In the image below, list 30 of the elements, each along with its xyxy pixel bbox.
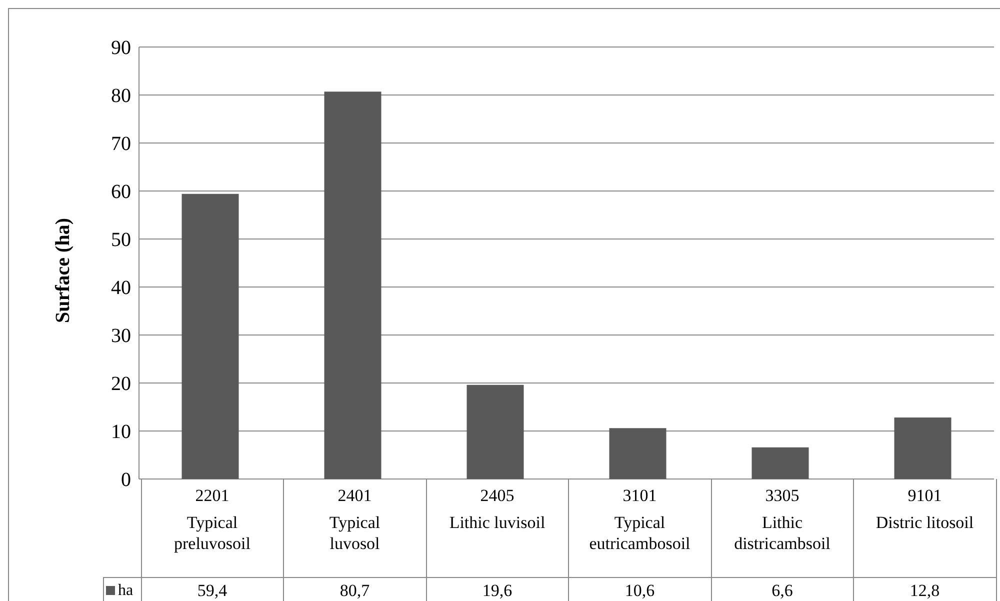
y-tick-label: 80 bbox=[111, 85, 131, 108]
data-label: 12,8 bbox=[854, 578, 996, 601]
y-tick-label: 50 bbox=[111, 229, 131, 252]
y-tick-label: 40 bbox=[111, 277, 131, 300]
data-label: 6,6 bbox=[711, 578, 854, 601]
data-label: 19,6 bbox=[426, 578, 568, 601]
bar bbox=[609, 428, 666, 479]
x-tick-label: 3101 Typical eutricambosoil bbox=[588, 485, 692, 554]
x-tick-label: 2405 Lithic luvisoil bbox=[448, 485, 546, 533]
y-tick-label: 20 bbox=[111, 373, 131, 396]
bar bbox=[324, 92, 382, 479]
bar bbox=[182, 194, 239, 479]
x-tick-label: 2401 Typical luvosol bbox=[328, 485, 382, 554]
y-axis-title: Surface (ha) bbox=[52, 218, 74, 323]
y-tick-label: 90 bbox=[111, 37, 131, 60]
data-label: 10,6 bbox=[568, 578, 711, 601]
data-label: 59,4 bbox=[141, 578, 284, 601]
y-tick-label: 60 bbox=[111, 181, 131, 204]
x-tick-label: 2201 Typical preluvosoil bbox=[173, 485, 252, 554]
x-tick-label: 3305 Lithic districambsoil bbox=[733, 485, 832, 554]
bar bbox=[466, 384, 524, 479]
data-label: 80,7 bbox=[284, 578, 426, 601]
y-tick-label: 10 bbox=[111, 421, 131, 444]
bar bbox=[894, 418, 952, 479]
y-tick-label: 30 bbox=[111, 325, 131, 348]
legend-label: ha bbox=[104, 578, 141, 601]
bar bbox=[752, 447, 809, 479]
y-tick-label: 0 bbox=[121, 469, 131, 492]
x-tick-label: 9101 Distric litosoil bbox=[874, 485, 975, 533]
y-tick-label: 70 bbox=[111, 133, 131, 156]
